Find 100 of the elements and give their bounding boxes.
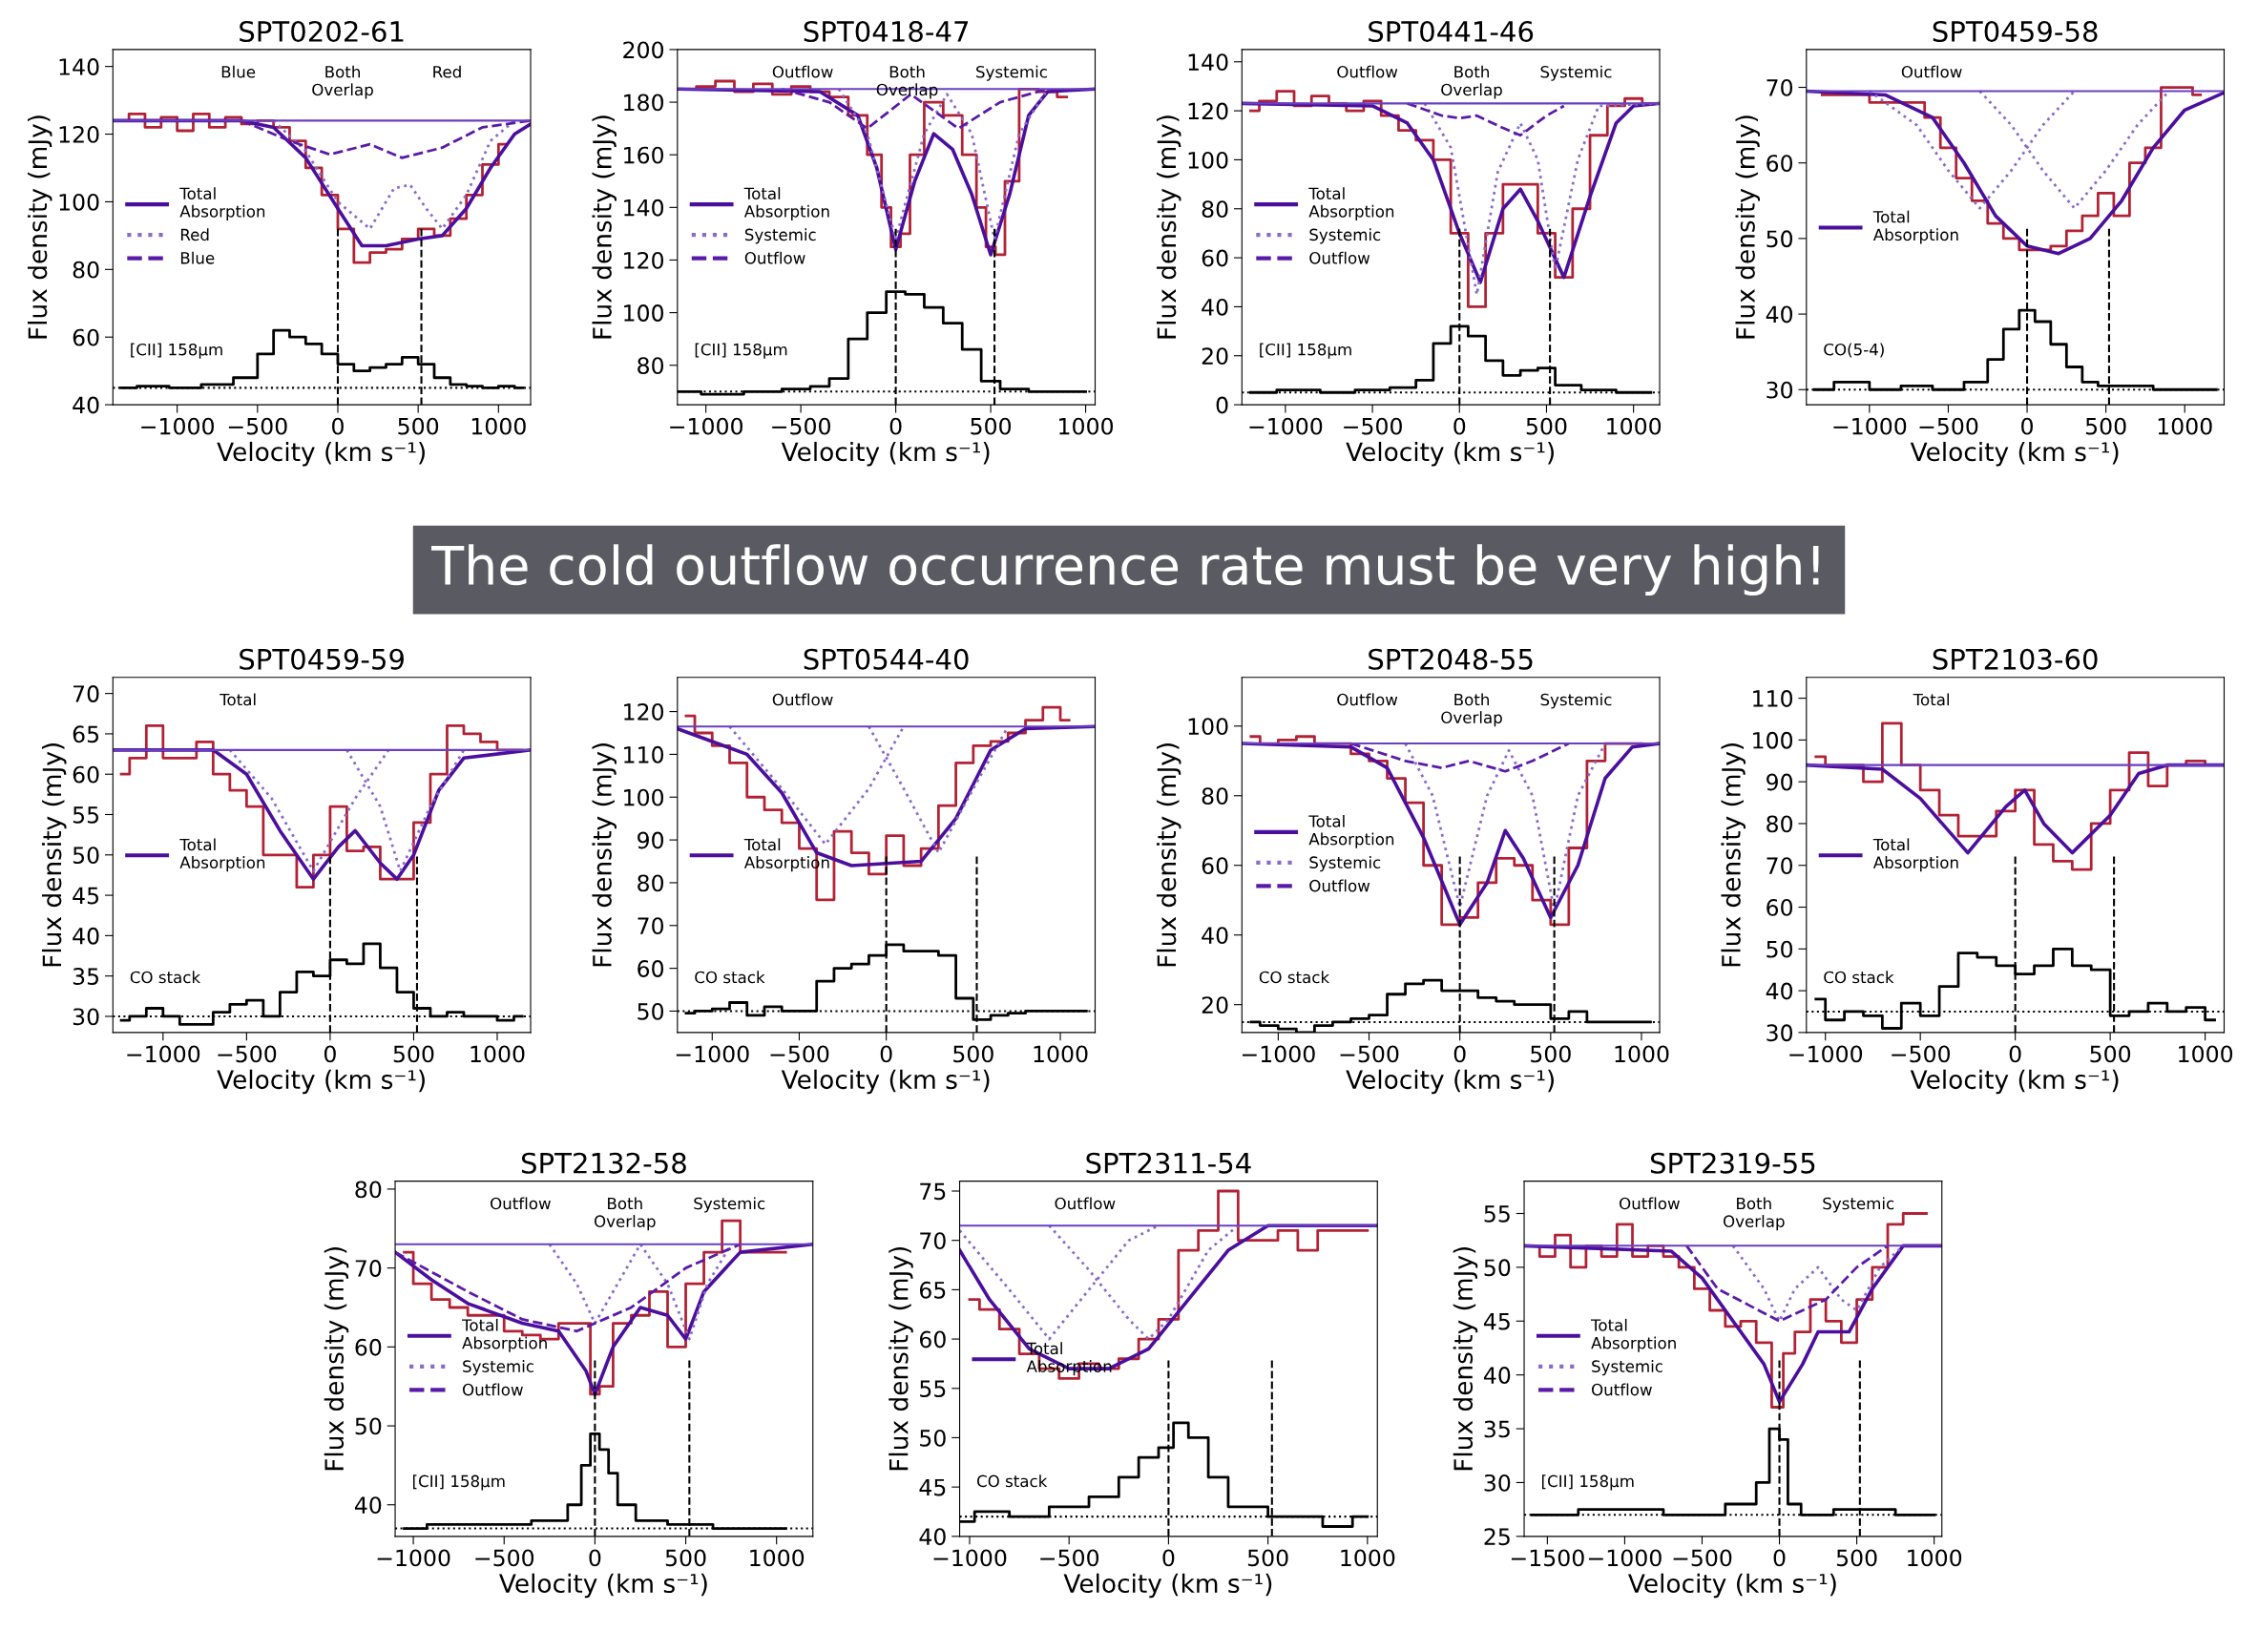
legend-label: Total Absorption	[462, 1318, 547, 1352]
annotation: Systemic	[1540, 693, 1612, 709]
x-tick-label: 500	[1836, 1549, 1877, 1567]
y-axis-title: Flux density (mJy)	[592, 743, 617, 967]
legend-label: Systemic	[1309, 228, 1381, 244]
x-tick-label: −1000	[1249, 417, 1323, 435]
x-axis-title: Velocity (km s⁻¹)	[217, 1069, 425, 1095]
y-tick-label: 110	[624, 745, 664, 763]
y-tick-label: 70	[355, 1260, 382, 1277]
x-tick-label: 1000	[2158, 417, 2212, 435]
x-tick-label: −1000	[1789, 1045, 1863, 1063]
y-axis-title: Flux density (mJy)	[1156, 115, 1181, 339]
x-tick-label: −500	[772, 417, 830, 435]
x-tick-label: −1000	[377, 1549, 450, 1567]
x-tick-label: 0	[1453, 1045, 1466, 1063]
annotation: Both Overlap	[1441, 693, 1502, 727]
legend-label: Total Absorption	[743, 187, 829, 220]
y-tick-label: 40	[1766, 982, 1793, 1000]
legend-label: Outflow	[462, 1383, 523, 1396]
y-tick-label: 60	[1767, 898, 1793, 916]
annotation: [CII] 158μm	[695, 343, 787, 359]
y-tick-label: 90	[1767, 773, 1793, 791]
chart-title: SPT0459-59	[240, 648, 404, 670]
y-tick-label: 35	[73, 968, 99, 985]
x-tick-label: 500	[971, 417, 1012, 435]
x-tick-label: −1000	[1833, 417, 1907, 435]
legend-label: Total Absorption	[179, 187, 265, 220]
annotation: Both Overlap	[594, 1197, 656, 1231]
y-tick-label: 20	[1202, 347, 1228, 366]
annotation: [CII] 158μm	[1541, 1474, 1634, 1491]
x-tick-label: 1000	[470, 1045, 525, 1063]
annotation: Outflow	[1901, 65, 1962, 78]
x-tick-label: −1000	[933, 1549, 1007, 1567]
y-tick-label: 40	[73, 396, 99, 414]
y-tick-label: 120	[624, 703, 664, 721]
x-tick-label: −1500	[1511, 1549, 1584, 1567]
x-tick-label: 500	[1531, 1045, 1571, 1063]
x-axis-title: Velocity (km s⁻¹)	[781, 441, 990, 467]
chart-title: SPT0418-47	[804, 20, 969, 43]
y-tick-label: 50	[1767, 230, 1793, 248]
y-axis-title: Flux density (mJy)	[1453, 1246, 1478, 1471]
chart-title: SPT2132-58	[521, 1152, 686, 1174]
x-tick-label: −500	[1673, 1549, 1732, 1567]
y-tick-label: 120	[1188, 102, 1228, 120]
x-tick-label: −500	[218, 1045, 277, 1063]
legend-label: Outflow	[1309, 879, 1370, 892]
x-tick-label: 500	[953, 1045, 993, 1063]
annotation: Outflow	[772, 693, 833, 706]
legend-label: Total Absorption	[1872, 210, 1958, 244]
y-axis-title: Flux density (mJy)	[889, 1246, 913, 1471]
y-tick-label: 70	[1767, 78, 1793, 96]
y-tick-label: 40	[1483, 1367, 1511, 1384]
annotation: Systemic	[1823, 1197, 1894, 1213]
y-tick-label: 140	[59, 58, 99, 75]
y-tick-label: 140	[624, 199, 664, 217]
annotation: Outflow	[1055, 1197, 1116, 1210]
x-tick-label: 500	[2090, 1045, 2131, 1063]
annotation: Blue	[221, 65, 256, 78]
y-tick-label: 25	[1484, 1528, 1510, 1546]
y-tick-label: 80	[1202, 787, 1228, 805]
y-tick-label: 40	[919, 1528, 946, 1546]
y-tick-label: 40	[1202, 927, 1228, 945]
legend-label: Outflow	[1309, 251, 1370, 264]
x-tick-label: 0	[332, 417, 344, 435]
y-tick-label: 140	[1188, 53, 1228, 72]
legend-label: Blue	[180, 251, 215, 264]
x-tick-label: 1000	[1034, 1045, 1088, 1063]
line-series	[1423, 102, 1661, 296]
x-axis-title: Velocity (km s⁻¹)	[1346, 1069, 1554, 1095]
y-tick-label: 80	[355, 1181, 382, 1199]
y-tick-label: 60	[1202, 249, 1228, 267]
x-tick-label: 0	[2021, 417, 2033, 435]
x-axis-title: Velocity (km s⁻¹)	[1346, 441, 1554, 467]
chart-title: SPT0202-61	[240, 20, 404, 43]
y-tick-label: 20	[1202, 996, 1228, 1014]
legend-label: Systemic	[744, 228, 816, 244]
x-tick-label: −1000	[127, 1045, 200, 1063]
legend-label: Systemic	[1592, 1360, 1662, 1376]
y-axis-title: Flux density (mJy)	[1721, 743, 1746, 967]
annotation: Total	[220, 693, 256, 706]
y-tick-label: 60	[638, 960, 664, 977]
x-tick-label: 1000	[471, 417, 526, 435]
chart-title: SPT2103-60	[1933, 648, 2098, 670]
x-tick-label: 0	[589, 1549, 601, 1567]
y-axis-title: Flux density (mJy)	[41, 743, 67, 967]
x-tick-label: 1000	[1059, 417, 1114, 435]
annotation: Systemic	[694, 1197, 765, 1213]
legend-label: Total Absorption	[179, 838, 265, 872]
y-tick-label: 65	[73, 725, 99, 743]
x-tick-label: 0	[880, 1045, 892, 1063]
line-series	[1406, 102, 1566, 137]
x-tick-label: −1000	[141, 417, 215, 435]
y-tick-label: 70	[638, 917, 664, 935]
y-tick-label: 55	[73, 806, 99, 824]
chart-title: SPT2311-54	[1086, 1152, 1251, 1174]
x-tick-label: 1000	[1341, 1549, 1395, 1567]
annotation: Systemic	[976, 65, 1047, 81]
y-tick-label: 75	[920, 1182, 946, 1201]
y-tick-label: 40	[1202, 298, 1228, 316]
y-tick-label: 50	[1767, 940, 1793, 958]
